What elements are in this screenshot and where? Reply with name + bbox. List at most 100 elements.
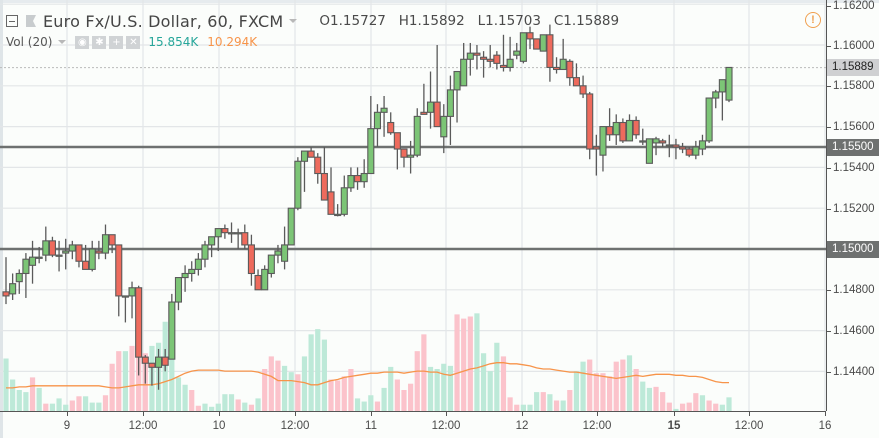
volume-bar: [640, 381, 646, 411]
candle: [227, 222, 236, 243]
volume-bar: [255, 398, 261, 411]
time-label: 12:00: [128, 420, 158, 432]
candle: [407, 140, 415, 174]
flag-icon[interactable]: [26, 15, 36, 27]
time-tick: [522, 412, 523, 416]
candle: [400, 148, 408, 168]
candle: [725, 66, 733, 103]
candle: [413, 108, 421, 158]
volume-bar: [421, 334, 427, 411]
candle: [300, 150, 309, 192]
volume-bar: [301, 356, 308, 411]
candle: [261, 265, 269, 291]
chart-plot-area[interactable]: [0, 0, 826, 411]
volume-bar: [228, 394, 235, 411]
candle: [314, 153, 322, 184]
candle: [625, 114, 634, 142]
candle: [659, 138, 667, 147]
candle: [340, 175, 348, 217]
price-label: 1.15400: [833, 162, 875, 174]
candle: [155, 348, 163, 390]
time-tick: [219, 412, 220, 416]
volume-bar: [593, 373, 599, 411]
volume-bar: [195, 405, 201, 411]
candle: [692, 140, 700, 160]
candle: [42, 226, 50, 262]
price-label: 1.16000: [833, 40, 875, 52]
volume-bar: [514, 404, 520, 411]
time-label: 12:00: [582, 420, 612, 432]
collapse-icon[interactable]: [6, 15, 18, 27]
candle: [2, 257, 10, 305]
candle: [566, 59, 574, 86]
open-label: O: [319, 13, 331, 29]
time-label: 12:00: [431, 420, 461, 432]
candle: [612, 114, 620, 145]
candle: [121, 295, 129, 323]
volume-bar: [136, 356, 142, 411]
candlestick-chart[interactable]: [0, 0, 826, 411]
candle: [141, 355, 149, 384]
candle: [320, 147, 328, 201]
time-label: 9: [63, 420, 71, 432]
volume-ma-line: [6, 362, 729, 389]
volume-bar: [209, 406, 215, 411]
close-icon[interactable]: ✕: [126, 35, 141, 49]
symbol-title[interactable]: Euro Fx/U.S. Dollar, 60, FXCM: [43, 11, 284, 31]
candle: [334, 204, 342, 217]
candle: [287, 207, 295, 246]
volume-bar: [573, 371, 580, 411]
volume-bar: [189, 390, 195, 411]
time-tick: [446, 412, 447, 416]
volume-bar: [540, 392, 546, 411]
candle: [115, 244, 123, 317]
candle: [552, 57, 561, 74]
candle: [426, 71, 435, 129]
chevron-down-icon[interactable]: [289, 19, 298, 23]
time-axis[interactable]: 9 12:00 10 12:00 11 12:00 12 12:00 15 12:00 16: [0, 411, 831, 439]
candle: [665, 134, 673, 158]
candle: [705, 97, 713, 143]
candle: [354, 167, 362, 190]
candle: [586, 91, 594, 160]
candle: [446, 75, 454, 145]
price-axis[interactable]: 1.16200 1.16000 1.15800 1.15600 1.15400 1.152…: [826, 0, 879, 411]
candle: [360, 159, 368, 188]
volume-bar: [553, 400, 560, 411]
candle: [698, 134, 707, 156]
time-tick: [749, 412, 750, 416]
volume-bar: [63, 404, 69, 411]
volume-bar: [726, 397, 732, 411]
price-label: 1.14800: [833, 284, 875, 296]
candle: [88, 240, 96, 272]
symbol-legend: Euro Fx/U.S. Dollar, 60, FXCM O1.15727 H…: [4, 10, 619, 32]
candle: [559, 38, 567, 71]
candle: [533, 38, 541, 50]
warning-icon[interactable]: !: [805, 12, 821, 28]
volume-bar: [169, 337, 175, 411]
candle: [546, 24, 554, 82]
eye-icon[interactable]: ◉: [75, 35, 90, 49]
volume-bar: [441, 363, 447, 411]
gear-icon[interactable]: ✱: [92, 35, 107, 49]
plus-icon[interactable]: +: [109, 35, 124, 49]
volume-bar: [328, 379, 334, 411]
low-value: 1.15703: [485, 13, 541, 29]
price-tick: [827, 372, 831, 373]
volume-bar: [368, 395, 374, 411]
chevron-down-icon[interactable]: [58, 40, 67, 44]
candle: [592, 134, 600, 176]
time-tick: [597, 412, 598, 416]
volume-bar: [122, 351, 128, 411]
candle: [652, 136, 660, 156]
candle: [327, 167, 335, 215]
volume-bar: [49, 403, 56, 411]
volume-bar: [587, 359, 593, 411]
candle: [55, 240, 63, 272]
volume-bar: [480, 353, 487, 411]
volume-label[interactable]: Vol (20): [6, 35, 53, 49]
candle: [75, 244, 83, 268]
volume-bar: [182, 384, 188, 411]
volume-bar: [686, 402, 692, 411]
candle: [108, 234, 116, 254]
